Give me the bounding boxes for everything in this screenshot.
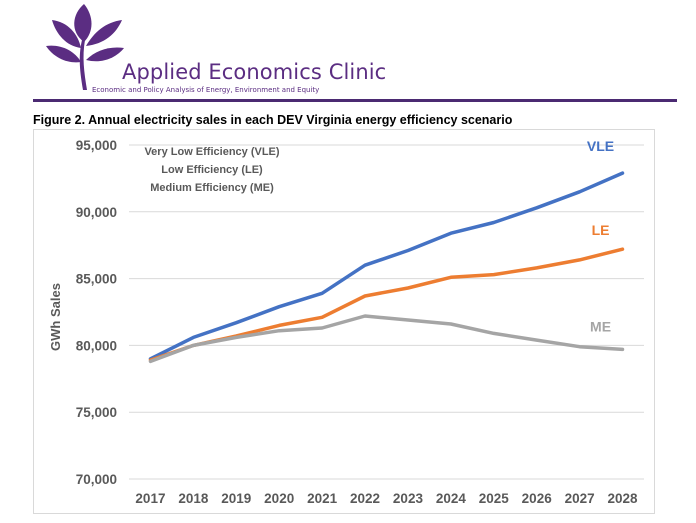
chart-frame: 70,000 75,000 80,000 85,000 90,000 95,000 2017… xyxy=(33,129,655,514)
series-label-le: LE xyxy=(592,222,610,238)
x-tick-label: 2022 xyxy=(350,491,380,506)
legend-text: Very Low Efficiency (VLE) xyxy=(144,146,279,158)
violet-plant-logo-icon xyxy=(46,4,124,90)
line-chart: 70,000 75,000 80,000 85,000 90,000 95,000 2017… xyxy=(48,138,644,506)
org-tagline: Economic and Policy Analysis of Energy, … xyxy=(92,86,320,94)
x-tick-label: 2026 xyxy=(522,491,553,506)
y-tick-label: 90,000 xyxy=(76,205,117,220)
series-label-me: ME xyxy=(590,318,611,334)
org-name: Applied Economics Clinic xyxy=(122,60,387,84)
y-tick-label: 80,000 xyxy=(76,338,117,353)
x-tick-label: 2019 xyxy=(221,491,251,506)
y-tick-label: 95,000 xyxy=(76,138,117,153)
series-label-vle: VLE xyxy=(587,138,614,154)
x-tick-label: 2021 xyxy=(307,491,338,506)
y-tick-label: 75,000 xyxy=(76,405,117,420)
legend-text: Low Efficiency (LE) xyxy=(161,164,263,176)
legend-text: Medium Efficiency (ME) xyxy=(150,182,274,194)
y-axis-title: GWh Sales xyxy=(48,283,63,351)
x-tick-label: 2020 xyxy=(264,491,294,506)
x-tick-label: 2023 xyxy=(393,491,424,506)
x-tick-label: 2017 xyxy=(135,491,165,506)
figure-caption: Figure 2. Annual electricity sales in ea… xyxy=(33,113,513,127)
y-tick-label: 70,000 xyxy=(76,472,117,487)
x-tick-label: 2018 xyxy=(178,491,209,506)
header-divider xyxy=(33,99,677,102)
series-line-me xyxy=(148,314,625,364)
y-tick-label: 85,000 xyxy=(76,272,117,287)
x-tick-label: 2027 xyxy=(565,491,595,506)
series-line-vle xyxy=(148,171,625,361)
x-tick-label: 2028 xyxy=(608,491,639,506)
header: Applied Economics Clinic Economic and Po… xyxy=(0,0,696,105)
x-tick-label: 2025 xyxy=(479,491,510,506)
x-tick-label: 2024 xyxy=(436,491,467,506)
